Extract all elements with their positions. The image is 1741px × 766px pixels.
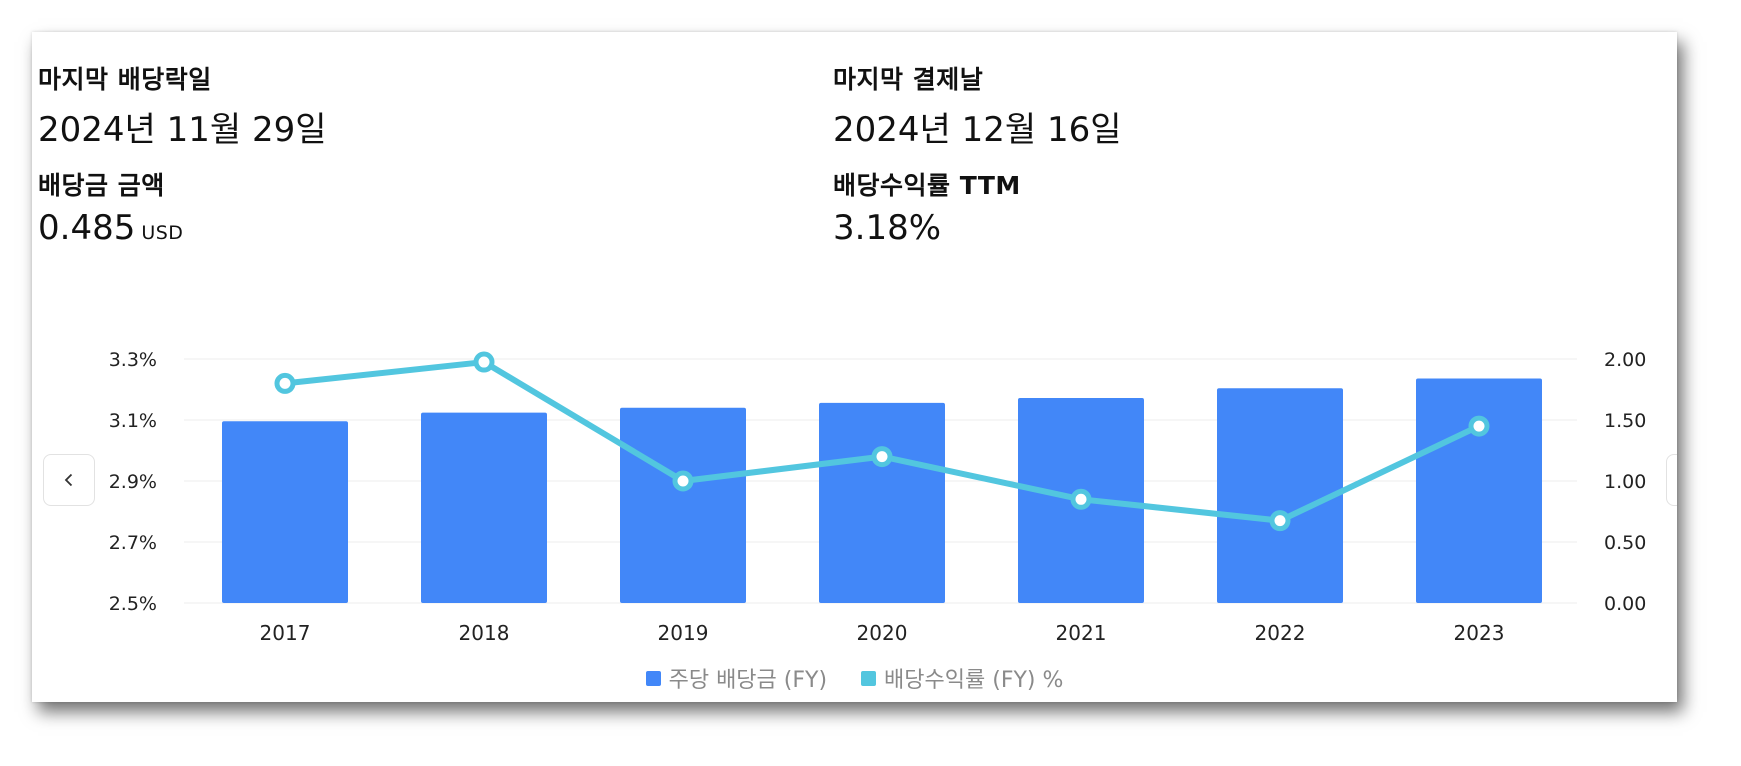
x-tick-label: 2023 bbox=[1454, 621, 1505, 642]
y-left-tick-label: 2.9% bbox=[109, 471, 157, 493]
bar bbox=[819, 402, 945, 603]
x-tick-label: 2018 bbox=[459, 621, 510, 642]
legend-item-dividend-yield[interactable]: 배당수익률 (FY) % bbox=[861, 662, 1063, 694]
legend-swatch-bar bbox=[645, 670, 661, 686]
payment-date-stat: 마지막 결제날 2024년 12월 16일 bbox=[833, 60, 1122, 151]
chevron-left-icon bbox=[64, 473, 73, 487]
dividend-amount-label: 배당금 금액 bbox=[38, 171, 165, 200]
x-tick-label: 2022 bbox=[1255, 621, 1306, 642]
yield-point bbox=[274, 372, 296, 394]
legend-swatch-line bbox=[861, 670, 877, 686]
y-right-tick-label: 0.50 bbox=[1604, 532, 1646, 554]
bar bbox=[620, 407, 746, 603]
y-left-tick-label: 2.7% bbox=[109, 532, 157, 554]
yield-point bbox=[1269, 510, 1291, 532]
bar bbox=[1217, 388, 1343, 603]
payment-date-value: 2024년 12월 16일 bbox=[833, 110, 1122, 150]
prev-button[interactable] bbox=[43, 454, 95, 506]
currency-unit: USD bbox=[141, 222, 184, 244]
dividend-amount-value: 0.485 bbox=[38, 208, 136, 248]
chart-legend: 주당 배당금 (FY) 배당수익률 (FY) % bbox=[32, 662, 1677, 694]
ex-dividend-date-value: 2024년 11월 29일 bbox=[38, 110, 327, 150]
yield-point bbox=[473, 351, 495, 373]
x-tick-label: 2021 bbox=[1056, 621, 1107, 642]
dividend-amount-value-row: 0.485 USD bbox=[38, 208, 183, 248]
yield-point bbox=[1468, 415, 1490, 437]
payment-date-label: 마지막 결제날 bbox=[833, 65, 984, 94]
legend-label: 배당수익률 (FY) % bbox=[884, 668, 1064, 693]
y-left-tick-label: 2.5% bbox=[109, 593, 157, 615]
x-tick-label: 2017 bbox=[260, 621, 311, 642]
yield-point bbox=[672, 470, 694, 492]
legend-item-dividend-per-share[interactable]: 주당 배당금 (FY) bbox=[645, 662, 828, 694]
x-tick-label: 2020 bbox=[857, 621, 908, 642]
y-left-tick-label: 3.3% bbox=[109, 349, 157, 371]
yield-point bbox=[871, 446, 893, 468]
y-right-tick-label: 1.50 bbox=[1604, 410, 1646, 432]
bar bbox=[1416, 378, 1542, 603]
legend-label: 주당 배당금 (FY) bbox=[668, 668, 828, 693]
dividend-card: 마지막 배당락일 2024년 11월 29일 마지막 결제날 2024년 12월… bbox=[32, 32, 1677, 702]
bar bbox=[421, 412, 547, 603]
y-right-tick-label: 1.00 bbox=[1604, 471, 1646, 493]
ex-dividend-date-label: 마지막 배당락일 bbox=[38, 65, 212, 94]
x-tick-label: 2019 bbox=[658, 621, 709, 642]
y-right-tick-label: 2.00 bbox=[1604, 349, 1646, 371]
y-left-tick-label: 3.1% bbox=[109, 410, 157, 432]
dividend-yield-value: 3.18% bbox=[833, 208, 942, 248]
bar bbox=[222, 421, 348, 603]
yield-point bbox=[1070, 488, 1092, 510]
dividend-yield-label: 배당수익률 TTM bbox=[833, 171, 1021, 200]
ex-dividend-date-stat: 마지막 배당락일 2024년 11월 29일 bbox=[38, 60, 327, 151]
dividend-chart: 3.3% 3.1% 2.9% 2.7% 2.5% 2.00 1.50 1.00 0.50 0.00… bbox=[109, 349, 1647, 642]
dividend-amount-stat: 배당금 금액 0.485 USD bbox=[38, 166, 183, 248]
next-button[interactable] bbox=[1666, 454, 1677, 506]
y-right-tick-label: 0.00 bbox=[1604, 593, 1646, 615]
dividend-yield-stat: 배당수익률 TTM 3.18% bbox=[833, 166, 1021, 248]
